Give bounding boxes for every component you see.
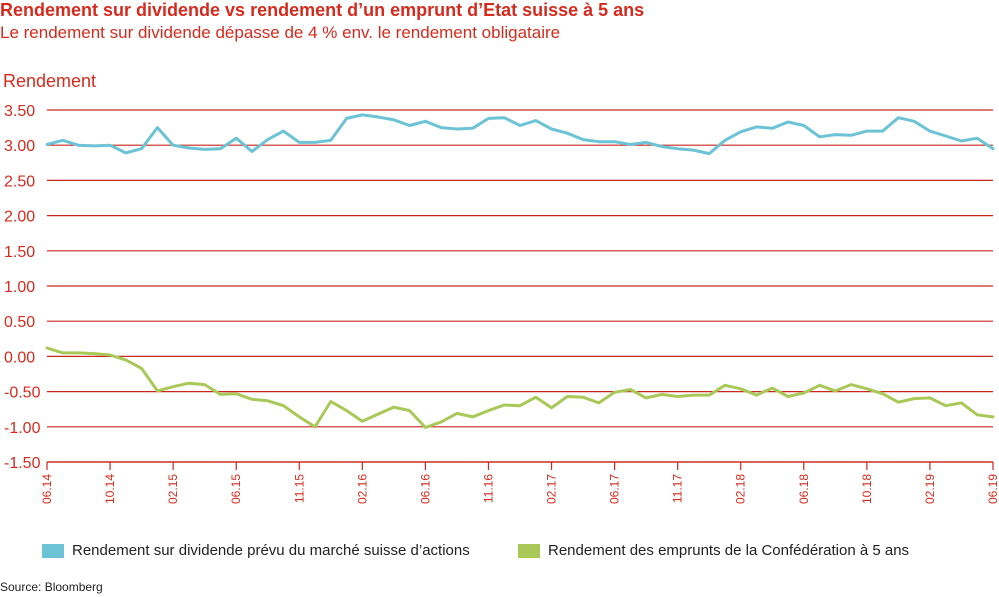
x-tick-label-4: 11.15 — [292, 474, 306, 503]
y-tick-label-0: 3.50 — [4, 103, 35, 120]
x-tick-label-8: 02.17 — [545, 474, 559, 504]
x-tick-label-0: 06.14 — [40, 474, 54, 504]
x-tick-label-5: 02.16 — [355, 474, 369, 504]
x-tick-label-11: 02.18 — [734, 474, 748, 504]
legend-swatch-dividend — [42, 543, 64, 558]
legend-item-bond: Rendement des emprunts de la Confédérati… — [518, 542, 909, 559]
source-note: Source: Bloomberg — [0, 580, 103, 594]
y-tick-label-1: 3.00 — [4, 138, 35, 155]
x-tick-label-7: 11.16 — [481, 474, 495, 503]
y-tick-label-2: 2.50 — [4, 173, 35, 190]
x-tick-label-2: 02.15 — [166, 474, 180, 504]
y-tick-label-6: 0.50 — [4, 314, 35, 331]
y-tick-label-9: -1.00 — [4, 420, 41, 437]
y-tick-label-5: 1.00 — [4, 279, 35, 296]
x-tick-label-3: 06.15 — [229, 474, 243, 504]
y-axis-label: Rendement — [3, 71, 97, 91]
x-tick-label-6: 06.16 — [418, 474, 432, 504]
x-tick-label-12: 06.18 — [797, 474, 811, 504]
x-tick-label-1: 10.14 — [103, 474, 117, 504]
y-tick-label-3: 2.00 — [4, 209, 35, 226]
y-tick-label-7: 0.00 — [4, 349, 35, 366]
legend-swatch-bond — [518, 543, 540, 558]
y-tick-label-4: 1.50 — [4, 244, 35, 261]
series-line-0 — [45, 113, 995, 156]
chart-subtitle: Le rendement sur dividende dépasse de 4 … — [0, 23, 561, 42]
x-tick-label-15: 06.19 — [986, 474, 999, 504]
x-tick-label-14: 02.19 — [923, 474, 937, 504]
y-tick-label-8: -0.50 — [4, 385, 41, 402]
legend-item-dividend: Rendement sur dividende prévu du marché … — [42, 542, 470, 559]
legend-label-bond: Rendement des emprunts de la Confédérati… — [548, 542, 910, 559]
x-tick-label-13: 10.18 — [860, 474, 874, 504]
line-chart: 3.50 3.00 2.50 2.00 1.50 1.00 0.50 0.00 -0.50 -1.… — [4, 103, 999, 504]
x-tick-label-10: 11.17 — [671, 474, 685, 503]
series-line-1 — [45, 346, 995, 429]
legend-label-dividend: Rendement sur dividende prévu du marché … — [72, 542, 470, 559]
x-tick-label-9: 06.17 — [608, 474, 622, 504]
y-tick-label-10: -1.50 — [4, 455, 41, 472]
chart-title: Rendement sur dividende vs rendement d’u… — [0, 0, 645, 20]
